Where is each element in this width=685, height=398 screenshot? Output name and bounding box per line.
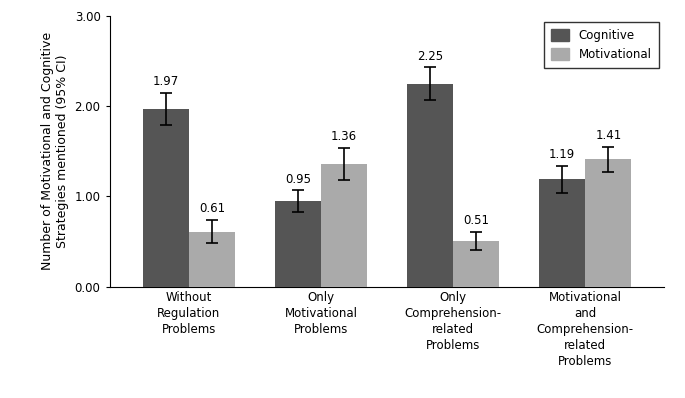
Text: 0.95: 0.95	[285, 172, 311, 185]
Bar	[275, 201, 321, 287]
Bar	[189, 232, 235, 287]
Text: 0.61: 0.61	[199, 202, 225, 215]
Bar	[321, 164, 367, 287]
Text: 0.51: 0.51	[463, 214, 489, 227]
Text: 1.97: 1.97	[153, 75, 179, 88]
Text: 1.41: 1.41	[595, 129, 621, 142]
Text: 1.19: 1.19	[549, 148, 575, 161]
Y-axis label: Number of Motivational and Cognitive
Strategies mentioned (95% CI): Number of Motivational and Cognitive Str…	[41, 32, 69, 270]
Text: 2.25: 2.25	[417, 50, 443, 63]
Text: 1.36: 1.36	[331, 130, 357, 143]
Bar	[407, 84, 453, 287]
Bar	[453, 240, 499, 287]
Bar	[539, 179, 585, 287]
Bar	[585, 159, 632, 287]
Legend: Cognitive, Motivational: Cognitive, Motivational	[544, 22, 658, 68]
Bar	[142, 109, 189, 287]
